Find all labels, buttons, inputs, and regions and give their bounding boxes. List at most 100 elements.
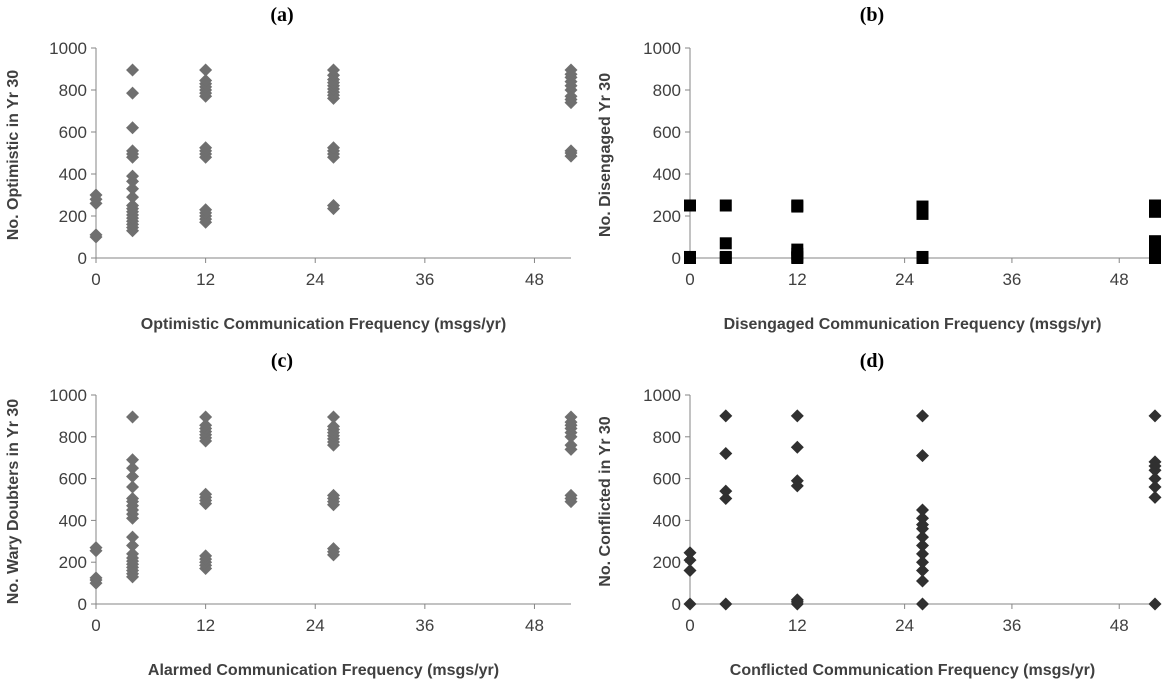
y-tick-label: 200 (59, 553, 87, 572)
data-point (199, 63, 213, 77)
data-point (327, 419, 340, 433)
panel-title: (a) (270, 4, 293, 26)
y-axis-title: No. Wary Doubters in Yr 30 (5, 399, 22, 604)
data-points (89, 410, 578, 590)
data-point (1148, 597, 1162, 611)
data-point (916, 547, 929, 561)
data-point (1149, 199, 1161, 212)
x-axis-title: Disengaged Communication Frequency (msgs… (724, 316, 1102, 333)
data-point (790, 440, 804, 454)
data-point (719, 250, 732, 263)
y-tick-label: 800 (59, 81, 87, 100)
panel-title: (b) (860, 4, 884, 26)
x-axis-title: Conflicted Communication Frequency (msgs… (730, 662, 1095, 679)
data-point (126, 461, 140, 475)
y-tick-label: 600 (59, 123, 87, 142)
y-tick-label: 1000 (49, 39, 87, 58)
x-tick-label: 24 (895, 270, 914, 289)
y-tick-label: 200 (653, 207, 681, 226)
data-point (791, 243, 804, 256)
data-point (126, 538, 140, 552)
y-tick-label: 800 (59, 428, 87, 447)
y-tick-label: 0 (78, 249, 87, 268)
y-tick-label: 0 (672, 249, 681, 268)
data-point (916, 200, 929, 213)
x-axis-title: Alarmed Communication Frequency (msgs/yr… (148, 662, 499, 679)
x-tick-label: 36 (1002, 616, 1021, 635)
data-point (719, 491, 733, 505)
data-point (89, 188, 103, 202)
data-point (327, 542, 340, 556)
data-point (126, 491, 140, 505)
data-point (126, 190, 140, 204)
data-point (89, 571, 103, 585)
data-point (1148, 472, 1162, 486)
x-tick-label: 0 (685, 616, 694, 635)
data-point (126, 182, 140, 196)
y-tick-label: 800 (653, 81, 681, 100)
data-point (683, 553, 697, 567)
data-point (199, 410, 213, 424)
data-point (126, 144, 140, 158)
data-point (126, 480, 140, 494)
data-point (564, 144, 578, 158)
data-points (89, 63, 578, 244)
data-point (684, 250, 696, 263)
data-point (683, 564, 697, 578)
x-tick-label: 48 (1110, 270, 1129, 289)
x-tick-label: 12 (788, 270, 807, 289)
x-tick-label: 36 (415, 270, 434, 289)
data-point (564, 63, 578, 77)
data-point (126, 63, 140, 77)
data-point (564, 438, 578, 452)
x-tick-label: 0 (91, 616, 100, 635)
y-tick-label: 400 (653, 511, 681, 530)
chart-panel-3: (c) 0 200 400 600 800 1000 0 12 24 36 48 Alarmed Com… (5, 350, 578, 679)
x-tick-label: 0 (685, 270, 694, 289)
data-point (719, 597, 733, 611)
data-point (126, 410, 140, 424)
data-point (327, 141, 340, 155)
x-tick-label: 12 (788, 616, 807, 635)
data-point (916, 250, 929, 263)
y-axis-title: No. Conflicted in Yr 30 (597, 416, 614, 587)
chart-panel-2: (b) 0 200 400 600 800 1000 0 12 24 36 48 Disengaged … (597, 4, 1161, 333)
data-point (719, 484, 733, 498)
y-axis-title: No. Optimistic in Yr 30 (5, 70, 22, 241)
data-point (126, 470, 140, 484)
x-tick-label: 48 (525, 270, 544, 289)
data-point (327, 488, 340, 502)
data-point (719, 447, 733, 461)
data-point (199, 487, 213, 501)
x-tick-label: 36 (415, 616, 434, 635)
data-point (199, 141, 213, 155)
data-point (126, 547, 140, 561)
data-point (1148, 455, 1162, 469)
y-tick-label: 200 (59, 207, 87, 226)
data-point (327, 63, 340, 77)
x-axis-title: Optimistic Communication Frequency (msgs… (141, 316, 506, 333)
data-point (1149, 235, 1161, 248)
y-tick-label: 400 (653, 165, 681, 184)
data-point (683, 597, 697, 611)
data-point (199, 74, 213, 88)
data-point (89, 541, 103, 555)
y-tick-label: 0 (78, 595, 87, 614)
y-tick-label: 0 (672, 595, 681, 614)
data-point (327, 199, 340, 212)
data-point (89, 228, 103, 242)
data-point (719, 237, 732, 250)
data-point (916, 538, 929, 552)
data-point (916, 597, 929, 611)
data-point (327, 410, 340, 424)
data-point (1148, 490, 1162, 504)
x-tick-label: 36 (1002, 270, 1021, 289)
x-tick-label: 24 (306, 270, 325, 289)
data-point (564, 488, 578, 502)
data-point (126, 121, 140, 135)
panel-title: (d) (860, 350, 884, 372)
data-point (791, 199, 804, 212)
data-point (683, 546, 697, 560)
chart-panel-1: (a) 0 200 400 600 800 1000 0 12 24 36 48 Optimistic … (5, 4, 578, 333)
x-tick-label: 24 (895, 616, 914, 635)
